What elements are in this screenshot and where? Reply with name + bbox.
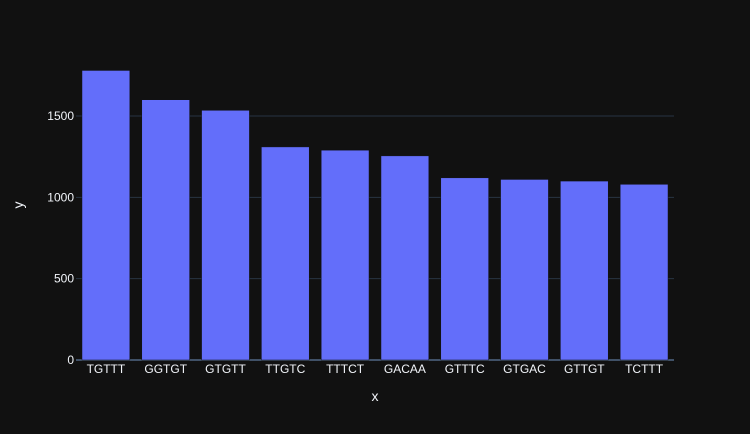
bar-gttgt — [560, 180, 609, 361]
y-axis-title: y — [10, 202, 26, 209]
bar-ggtgt — [141, 99, 190, 361]
x-tick-label: TTGTC — [265, 362, 305, 376]
y-tick-label: 500 — [54, 272, 74, 286]
x-tick-label: GACAA — [384, 362, 426, 376]
x-tick-label: TTTCT — [326, 362, 365, 376]
x-tick-label: GTGAC — [503, 362, 546, 376]
bars — [81, 70, 669, 361]
bar-ttgtc — [261, 146, 310, 361]
bar-gacaa — [380, 155, 430, 361]
x-tick-label: TGTTT — [87, 362, 126, 376]
x-tick-label: GTTGT — [564, 362, 605, 376]
bar-gtgtt — [201, 110, 250, 361]
x-tick-label: GTTTC — [445, 362, 485, 376]
y-tick-labels: 0 500 1000 1500 — [47, 109, 74, 367]
x-tick-labels: TGTTT GGTGT GTGTT TTGTC TTTCT GACAA GTTTC GTGAC… — [87, 362, 664, 376]
y-tick-label: 1500 — [47, 109, 74, 123]
bar-gtgac — [500, 179, 549, 361]
bar-tttct — [320, 149, 370, 361]
x-tick-label: GTGTT — [205, 362, 246, 376]
bar-tgttt — [81, 70, 131, 361]
y-tick-label: 1000 — [47, 190, 74, 204]
x-axis-title: x — [372, 388, 379, 404]
bar-gtttc — [440, 177, 489, 361]
x-tick-label: TCTTT — [625, 362, 664, 376]
y-tick-label: 0 — [67, 353, 74, 367]
bar-tcttt — [619, 184, 669, 361]
x-tick-label: GGTGT — [144, 362, 187, 376]
